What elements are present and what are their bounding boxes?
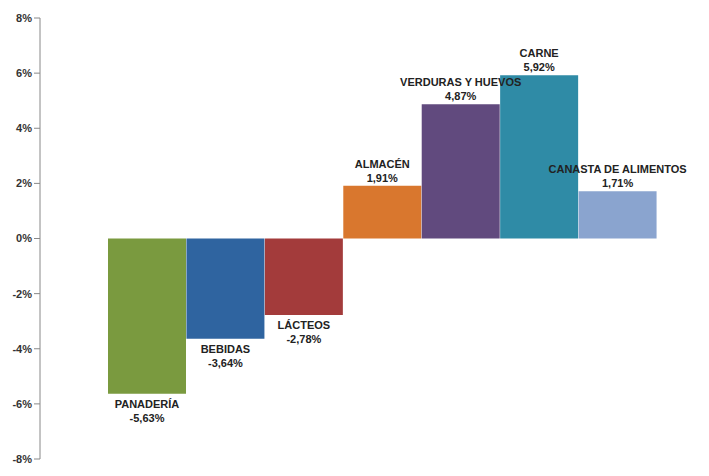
- svg-text:8%: 8%: [16, 12, 32, 24]
- svg-text:-3,64%: -3,64%: [208, 357, 243, 369]
- svg-text:-5,63%: -5,63%: [130, 412, 165, 424]
- svg-text:VERDURAS Y HUEVOS: VERDURAS Y HUEVOS: [400, 76, 521, 88]
- svg-text:-4%: -4%: [12, 343, 32, 355]
- svg-text:ALMACÉN: ALMACÉN: [355, 158, 410, 170]
- svg-text:LÁCTEOS: LÁCTEOS: [278, 319, 331, 331]
- svg-text:0%: 0%: [16, 232, 32, 244]
- svg-text:-2,78%: -2,78%: [286, 333, 321, 345]
- svg-text:-8%: -8%: [12, 453, 32, 465]
- svg-text:5,92%: 5,92%: [524, 61, 555, 73]
- svg-text:4%: 4%: [16, 122, 32, 134]
- svg-text:-6%: -6%: [12, 398, 32, 410]
- svg-text:4,87%: 4,87%: [445, 90, 476, 102]
- svg-text:PANADERÍA: PANADERÍA: [115, 398, 180, 410]
- svg-text:2%: 2%: [16, 177, 32, 189]
- svg-text:1,91%: 1,91%: [367, 172, 398, 184]
- svg-text:BEBIDAS: BEBIDAS: [201, 343, 251, 355]
- svg-text:-2%: -2%: [12, 288, 32, 300]
- svg-text:1,71%: 1,71%: [602, 177, 633, 189]
- svg-text:CARNE: CARNE: [520, 47, 559, 59]
- svg-text:6%: 6%: [16, 67, 32, 79]
- svg-text:CANASTA DE ALIMENTOS: CANASTA DE ALIMENTOS: [549, 163, 687, 175]
